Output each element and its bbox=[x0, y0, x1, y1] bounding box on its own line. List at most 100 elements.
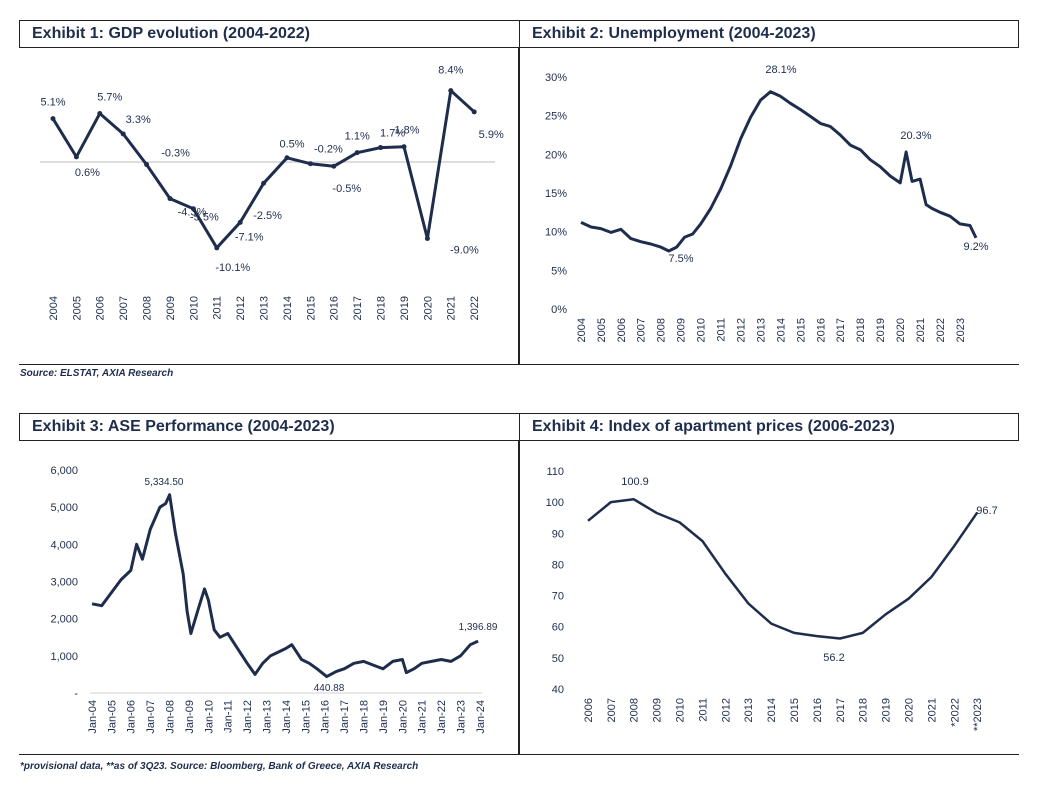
apt-x-tick-label: 2016 bbox=[812, 698, 824, 722]
ase-x-tick-label: Jan-04 bbox=[87, 700, 99, 734]
apt-series-line bbox=[587, 498, 979, 640]
gdp-point bbox=[261, 180, 267, 186]
gdp-x-tick-label: 2009 bbox=[165, 296, 177, 320]
ase-y-tick-label: 5,000 bbox=[50, 502, 78, 514]
gdp-point bbox=[284, 155, 290, 161]
apt-x-tick-label: 2017 bbox=[835, 698, 847, 722]
gdp-data-label: -0.5% bbox=[332, 183, 361, 195]
unemp-x-tick-label: 2020 bbox=[895, 318, 907, 342]
ase-x-tick-label: Jan-14 bbox=[281, 700, 293, 734]
apt-y-tick-label: 60 bbox=[552, 622, 564, 634]
apt-x-tick-label: 2009 bbox=[652, 698, 664, 722]
gdp-data-label: -4.3% bbox=[178, 206, 207, 218]
gdp-data-label: 5.9% bbox=[479, 129, 504, 141]
ase-x-tick-label: Jan-17 bbox=[339, 700, 351, 734]
gdp-data-label: 8.4% bbox=[438, 65, 463, 77]
gdp-point bbox=[214, 245, 220, 251]
gdp-x-tick-label: 2015 bbox=[305, 296, 317, 320]
gdp-x-tick-label: 2019 bbox=[399, 296, 411, 320]
unemp-x-tick-label: 2004 bbox=[576, 318, 588, 342]
unemp-x-tick-label: 2016 bbox=[815, 318, 827, 342]
unemp-x-tick-label: 2007 bbox=[636, 318, 648, 342]
apt-x-tick-label: 2013 bbox=[743, 698, 755, 722]
top-divider bbox=[518, 47, 520, 365]
apt-x-tick-label: 2019 bbox=[881, 698, 893, 722]
unemp-y-tick-label: 30% bbox=[545, 72, 567, 84]
gdp-point bbox=[144, 162, 150, 168]
unemp-data-label: 28.1% bbox=[765, 64, 796, 76]
gdp-x-tick-label: 2010 bbox=[188, 296, 200, 320]
apt-x-tick-label: 2008 bbox=[629, 698, 641, 722]
ase-x-tick-label: Jan-15 bbox=[300, 700, 312, 734]
gdp-point bbox=[237, 219, 243, 225]
unemp-x-tick-label: 2021 bbox=[915, 318, 927, 342]
source-top: Source: ELSTAT, AXIA Research bbox=[20, 368, 174, 379]
gdp-point bbox=[50, 116, 56, 122]
gdp-data-label: -10.1% bbox=[215, 262, 250, 274]
gdp-point bbox=[167, 196, 173, 202]
gdp-point bbox=[73, 154, 79, 160]
gdp-x-tick-label: 2007 bbox=[118, 296, 130, 320]
unemp-data-label: 20.3% bbox=[900, 130, 931, 142]
top-bottom-rule bbox=[19, 364, 1019, 365]
gdp-point bbox=[401, 144, 407, 150]
gdp-x-tick-label: 2012 bbox=[235, 296, 247, 320]
gdp-data-label: 1.8% bbox=[394, 125, 419, 137]
exhibit-2-title: Exhibit 2: Unemployment (2004-2023) bbox=[519, 20, 1019, 48]
gdp-data-label: 0.5% bbox=[279, 139, 304, 151]
bottom-bottom-rule bbox=[19, 754, 1019, 755]
unemp-y-tick-label: 15% bbox=[545, 188, 567, 200]
ase-y-tick-label: - bbox=[74, 688, 78, 700]
gdp-data-label: 1.1% bbox=[345, 131, 370, 143]
gdp-x-tick-label: 2006 bbox=[95, 296, 107, 320]
ase-y-tick-label: 4,000 bbox=[50, 539, 78, 551]
unemp-data-label: 9.2% bbox=[963, 241, 988, 253]
apt-y-tick-label: 70 bbox=[552, 591, 564, 603]
gdp-point bbox=[424, 236, 430, 241]
ase-x-tick-label: Jan-23 bbox=[456, 700, 468, 734]
unemp-x-tick-label: 2014 bbox=[775, 318, 787, 342]
ase-data-label: 1,396.89 bbox=[459, 622, 498, 633]
unemp-x-tick-label: 2017 bbox=[835, 318, 847, 342]
gdp-point bbox=[471, 109, 477, 115]
unemp-x-tick-label: 2009 bbox=[676, 318, 688, 342]
gdp-point bbox=[120, 131, 126, 137]
gdp-point bbox=[97, 111, 103, 117]
ase-x-tick-label: Jan-20 bbox=[397, 700, 409, 734]
apt-y-tick-label: 100 bbox=[546, 497, 564, 509]
unemp-y-tick-label: 25% bbox=[545, 111, 567, 123]
unemp-y-tick-label: 20% bbox=[545, 149, 567, 161]
unemp-y-tick-label: 0% bbox=[551, 304, 567, 316]
apt-data-label: 96.7 bbox=[976, 505, 997, 517]
ase-x-tick-label: Jan-18 bbox=[359, 700, 371, 734]
gdp-point bbox=[190, 206, 196, 212]
gdp-x-tick-label: 2017 bbox=[352, 296, 364, 320]
apt-x-tick-label: 2011 bbox=[697, 698, 709, 722]
apt-x-tick-label: 2012 bbox=[720, 698, 732, 722]
ase-x-tick-label: Jan-13 bbox=[262, 700, 274, 734]
gdp-point bbox=[448, 88, 454, 94]
apt-y-tick-label: 90 bbox=[552, 528, 564, 540]
ase-x-tick-label: Jan-08 bbox=[165, 700, 177, 734]
exhibit-1-title: Exhibit 1: GDP evolution (2004-2022) bbox=[19, 20, 520, 48]
ase-x-tick-label: Jan-06 bbox=[126, 700, 138, 734]
unemp-x-tick-label: 2006 bbox=[616, 318, 628, 342]
gdp-data-label: 3.3% bbox=[126, 114, 151, 126]
apt-y-tick-label: 40 bbox=[552, 684, 564, 696]
unemp-x-tick-label: 2012 bbox=[735, 318, 747, 342]
ase-x-tick-label: Jan-19 bbox=[378, 700, 390, 734]
ase-data-label: 5,334.50 bbox=[145, 477, 184, 488]
exhibit-3-title: Exhibit 3: ASE Performance (2004-2023) bbox=[19, 413, 520, 441]
apt-x-tick-label: 2010 bbox=[675, 698, 687, 722]
gdp-data-label: 5.7% bbox=[97, 91, 122, 103]
ase-y-tick-label: 6,000 bbox=[50, 465, 78, 477]
unemp-x-tick-label: 2015 bbox=[795, 318, 807, 342]
gdp-data-label: 5.1% bbox=[40, 97, 65, 109]
gdp-data-label: -0.3% bbox=[161, 147, 190, 159]
unemp-x-tick-label: 2010 bbox=[696, 318, 708, 342]
apt-x-tick-label: **2023 bbox=[972, 698, 984, 731]
unemp-y-tick-label: 5% bbox=[551, 265, 567, 277]
unemp-series-line bbox=[580, 90, 978, 253]
gdp-x-tick-label: 2021 bbox=[446, 296, 458, 320]
unemp-x-tick-label: 2023 bbox=[955, 318, 967, 342]
